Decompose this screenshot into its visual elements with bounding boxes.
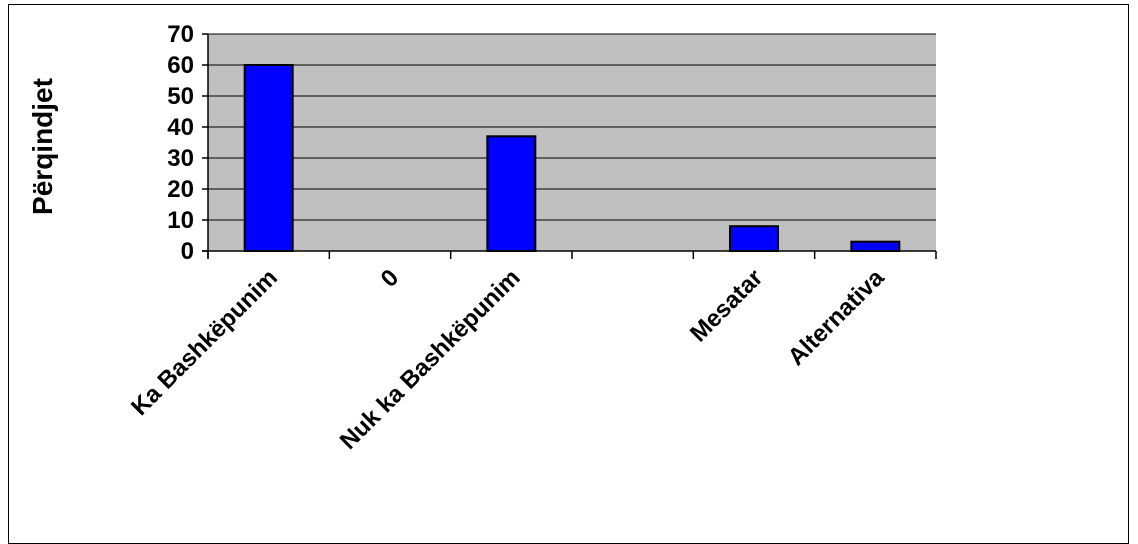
gridlines (208, 33, 936, 221)
y-tick-label: 20 (167, 176, 194, 203)
y-tick-label: 30 (167, 145, 194, 172)
x-tick-label: Alternativa (783, 264, 890, 371)
plot-area (208, 34, 936, 251)
y-tick-label: 50 (167, 83, 194, 110)
y-tick-label: 10 (167, 207, 194, 234)
x-tick-label: Nuk ka Bashkëpunim (335, 264, 526, 455)
y-tick-label: 70 (167, 21, 194, 48)
bars (243, 64, 901, 252)
y-tick-label: 60 (167, 52, 194, 79)
x-tick-label: Mesatar (685, 264, 768, 347)
axes (202, 33, 937, 259)
bar (243, 64, 294, 252)
bar (729, 225, 779, 252)
y-tick-label: 40 (167, 114, 194, 141)
x-tick-label: Ka Bashkëpunim (126, 264, 283, 421)
bar (850, 240, 901, 252)
bar (486, 135, 537, 252)
x-tick-label: 0 (376, 264, 405, 293)
y-tick-labels: 0 10 20 30 40 50 60 70 (167, 21, 194, 265)
y-axis-label: Përqindjet (27, 78, 58, 215)
y-tick-label: 0 (181, 238, 194, 265)
